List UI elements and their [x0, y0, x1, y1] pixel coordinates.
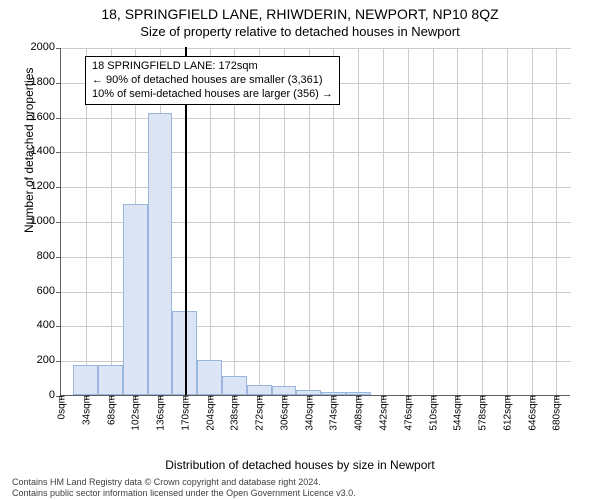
ytick-label: 600: [37, 285, 61, 297]
gridline-h: [61, 48, 571, 49]
ytick-label: 200: [37, 354, 61, 366]
figure: 18, SPRINGFIELD LANE, RHIWDERIN, NEWPORT…: [0, 0, 600, 500]
ytick-label: 1800: [31, 76, 61, 88]
gridline-h: [61, 152, 571, 153]
annotation-line2: ← 90% of detached houses are smaller (3,…: [92, 74, 333, 88]
annotation-line3: 10% of semi-detached houses are larger (…: [92, 88, 333, 102]
gridline-v: [358, 48, 359, 396]
histogram-bar: [346, 392, 371, 395]
chart-title-line1: 18, SPRINGFIELD LANE, RHIWDERIN, NEWPORT…: [0, 6, 600, 22]
histogram-bar: [98, 365, 123, 395]
gridline-v: [556, 48, 557, 396]
gridline-h: [61, 118, 571, 119]
xtick-label: 204sqm: [203, 395, 216, 431]
ytick-label: 2000: [31, 41, 61, 53]
histogram-bar: [272, 386, 297, 395]
ytick-label: 1600: [31, 111, 61, 123]
histogram-bar: [222, 376, 247, 395]
gridline-v: [482, 48, 483, 396]
x-axis-label: Distribution of detached houses by size …: [0, 458, 600, 472]
xtick-label: 136sqm: [154, 395, 167, 431]
ytick-label: 1000: [31, 215, 61, 227]
histogram-bar: [321, 392, 346, 395]
xtick-label: 306sqm: [277, 395, 290, 431]
ytick-label: 800: [37, 250, 61, 262]
xtick-label: 170sqm: [178, 395, 191, 431]
xtick-label: 374sqm: [327, 395, 340, 431]
xtick-label: 476sqm: [401, 395, 414, 431]
xtick-label: 340sqm: [302, 395, 315, 431]
gridline-h: [61, 187, 571, 188]
footer-attribution: Contains HM Land Registry data © Crown c…: [12, 477, 588, 499]
annotation-box: 18 SPRINGFIELD LANE: 172sqm ← 90% of det…: [85, 56, 340, 105]
xtick-label: 238sqm: [228, 395, 241, 431]
xtick-label: 68sqm: [104, 395, 117, 425]
gridline-v: [457, 48, 458, 396]
histogram-bar: [247, 385, 272, 395]
gridline-v: [433, 48, 434, 396]
xtick-label: 34sqm: [79, 395, 92, 425]
ytick-label: 400: [37, 319, 61, 331]
xtick-label: 510sqm: [426, 395, 439, 431]
chart-title-line2: Size of property relative to detached ho…: [0, 24, 600, 39]
histogram-bar: [296, 390, 321, 395]
footer-line3: Contains public sector information licen…: [12, 488, 588, 499]
plot-area: 02004006008001000120014001600180020000sq…: [60, 48, 570, 396]
histogram-bar: [73, 365, 98, 395]
xtick-label: 0sqm: [55, 395, 68, 419]
annotation-line1: 18 SPRINGFIELD LANE: 172sqm: [92, 60, 333, 74]
ytick-label: 1200: [31, 180, 61, 192]
xtick-label: 102sqm: [129, 395, 142, 431]
gridline-v: [507, 48, 508, 396]
gridline-v: [383, 48, 384, 396]
xtick-label: 612sqm: [500, 395, 513, 431]
xtick-label: 646sqm: [525, 395, 538, 431]
xtick-label: 408sqm: [352, 395, 365, 431]
histogram-bar: [148, 113, 173, 395]
gridline-v: [532, 48, 533, 396]
xtick-label: 544sqm: [451, 395, 464, 431]
footer-line1: Contains HM Land Registry data © Crown c…: [12, 477, 588, 488]
gridline-v: [408, 48, 409, 396]
histogram-bar: [197, 360, 222, 395]
xtick-label: 442sqm: [377, 395, 390, 431]
xtick-label: 272sqm: [253, 395, 266, 431]
xtick-label: 578sqm: [476, 395, 489, 431]
histogram-bar: [123, 204, 148, 395]
xtick-label: 680sqm: [550, 395, 563, 431]
ytick-label: 1400: [31, 145, 61, 157]
